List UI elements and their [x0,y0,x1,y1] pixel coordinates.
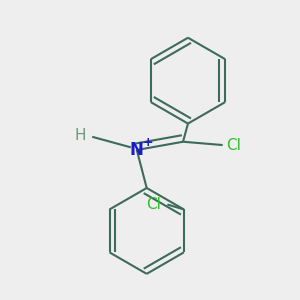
Text: Cl: Cl [226,137,241,152]
Text: Cl: Cl [146,197,161,212]
Text: N: N [130,141,144,159]
Text: +: + [142,136,153,149]
Text: H: H [74,128,85,142]
